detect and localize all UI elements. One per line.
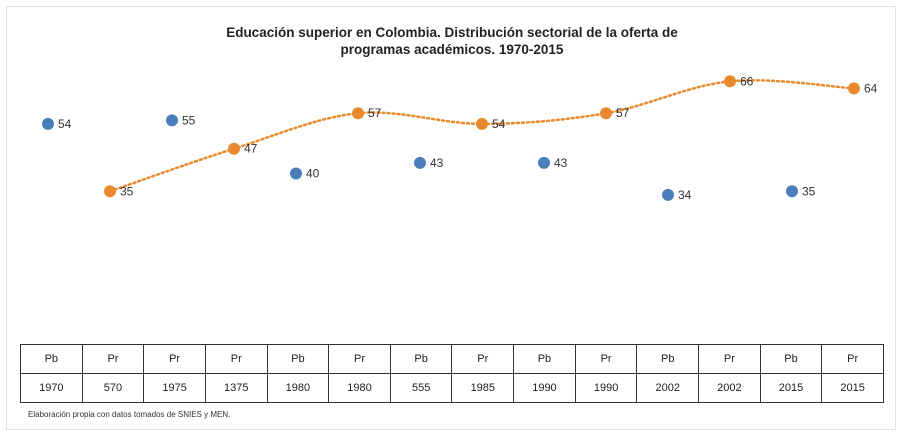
- data-point: [600, 107, 612, 120]
- data-label: 35: [120, 184, 134, 198]
- data-point: [352, 107, 364, 120]
- data-point: [228, 142, 240, 155]
- year-row: 1970 570 1975 1375 1980 1980 555 1985 1990 1990 20…: [20, 373, 884, 403]
- year-cell: 1375: [204, 373, 268, 403]
- data-label: 54: [58, 117, 72, 131]
- data-point: [166, 114, 178, 127]
- data-label: 55: [182, 113, 196, 127]
- trendline: [108, 79, 856, 193]
- sector-cell: Pr: [698, 344, 761, 374]
- chart-title: Educación superior en Colombia. Distribu…: [0, 24, 904, 58]
- sector-cell: Pr: [574, 344, 638, 374]
- category-table: Pb Pr Pr Pr Pb Pr Pb Pr Pb Pr Pb Pr Pb Pr 1970 570 1975…: [20, 344, 884, 403]
- sector-cell: Pr: [143, 344, 206, 374]
- data-point: [104, 185, 116, 198]
- year-cell: 1980: [266, 373, 330, 403]
- data-label: 34: [678, 188, 692, 202]
- sector-cell: Pr: [821, 344, 884, 374]
- year-cell: 2002: [698, 373, 761, 403]
- data-label: 35: [802, 184, 816, 198]
- year-cell: 1990: [574, 373, 638, 403]
- data-label: 43: [554, 156, 568, 170]
- data-point: [786, 185, 798, 198]
- sector-cell: Pb: [759, 344, 823, 374]
- year-cell: 1970: [20, 373, 83, 403]
- chart-title-line-2: programas académicos. 1970-2015: [340, 42, 564, 57]
- data-point: [414, 156, 426, 169]
- data-point: [662, 188, 674, 201]
- year-cell: 2002: [636, 373, 700, 403]
- data-label: 43: [430, 156, 444, 170]
- year-cell: 1985: [451, 373, 515, 403]
- sector-cell: Pb: [266, 344, 330, 374]
- data-point: [42, 117, 54, 130]
- sector-cell: Pr: [81, 344, 145, 374]
- sector-row: Pb Pr Pr Pr Pb Pr Pb Pr Pb Pr Pb Pr Pb Pr: [20, 344, 884, 374]
- sector-cell: Pr: [328, 344, 391, 374]
- data-label: 57: [368, 106, 382, 120]
- sector-cell: Pr: [204, 344, 268, 374]
- data-label: 66: [740, 74, 754, 88]
- source-note: Elaboración propia con datos tomados de …: [28, 410, 231, 419]
- year-cell: 1975: [143, 373, 206, 403]
- sector-cell: Pb: [389, 344, 453, 374]
- year-cell: 2015: [821, 373, 884, 403]
- data-point: [476, 117, 488, 130]
- sector-cell: Pb: [20, 344, 83, 374]
- plot-area: 54 55 40 43 43 34 35 35 47 57 54 57 66 64: [42, 74, 878, 202]
- data-label: 57: [616, 106, 630, 120]
- year-cell: 570: [81, 373, 145, 403]
- year-cell: 2015: [759, 373, 823, 403]
- year-cell: 555: [389, 373, 453, 403]
- data-point: [538, 156, 550, 169]
- chart-title-line-1: Educación superior en Colombia. Distribu…: [226, 25, 678, 40]
- data-point: [848, 82, 860, 95]
- data-label: 54: [492, 117, 506, 131]
- sector-cell: Pb: [636, 344, 700, 374]
- chart-frame: [6, 6, 896, 430]
- data-label: 64: [864, 81, 878, 95]
- sector-cell: Pr: [451, 344, 515, 374]
- data-label: 47: [244, 142, 258, 156]
- data-point: [724, 75, 736, 88]
- sector-cell: Pb: [513, 344, 576, 374]
- data-label: 40: [306, 167, 320, 181]
- data-point: [290, 167, 302, 180]
- year-cell: 1980: [328, 373, 391, 403]
- year-cell: 1990: [513, 373, 576, 403]
